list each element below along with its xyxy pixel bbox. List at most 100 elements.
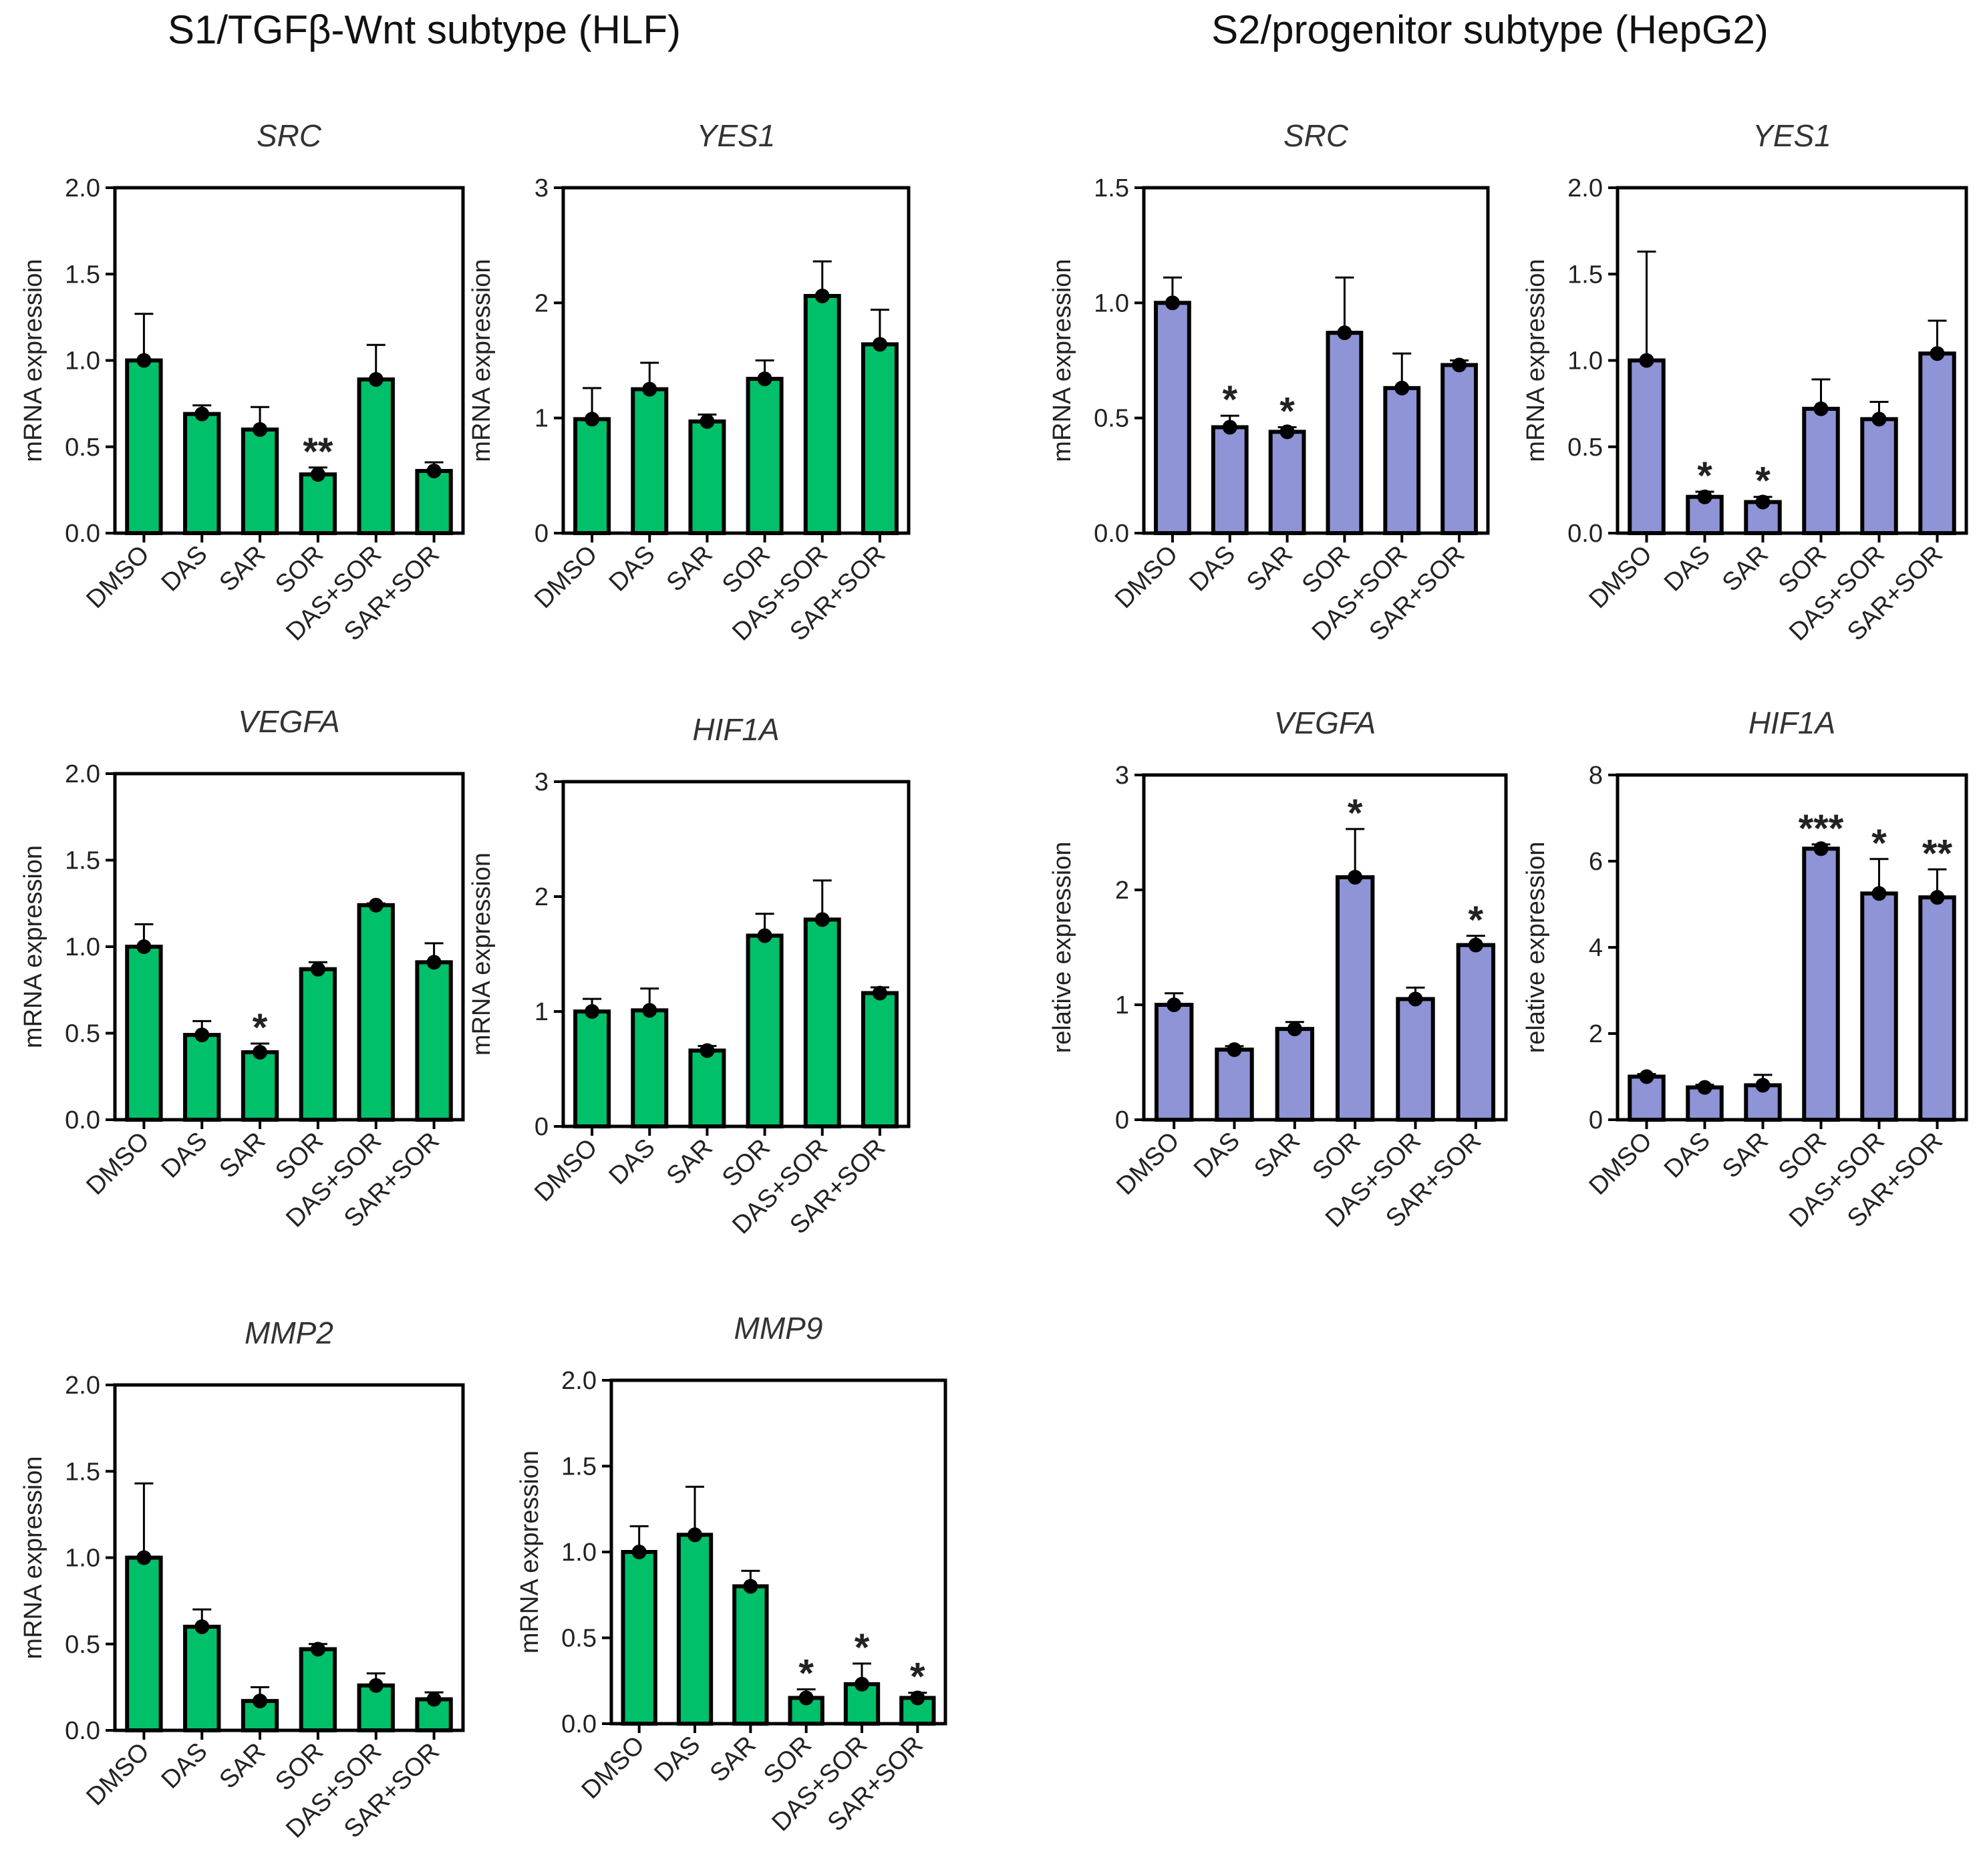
data-point <box>855 1676 869 1692</box>
plot-frame <box>561 780 911 1128</box>
x-tick-label: SAR <box>1717 1127 1774 1184</box>
data-point <box>368 371 384 387</box>
y-axis-label: mRNA expression <box>19 1456 47 1659</box>
y-tick-label: 0.5 <box>65 1020 100 1048</box>
data-point <box>872 337 887 352</box>
y-tick-label: 1.5 <box>65 1458 100 1486</box>
bar-dmso <box>621 1550 657 1726</box>
y-tick-label: 0.5 <box>65 1631 100 1659</box>
bar-das <box>183 1033 221 1122</box>
bar-sor <box>299 967 337 1122</box>
data-point <box>1871 886 1887 901</box>
y-tick-label: 1.0 <box>1567 347 1603 375</box>
y-tick-label: 2 <box>1115 877 1129 905</box>
y-tick-label: 0.5 <box>65 434 100 462</box>
chart-title: YES1 <box>697 118 776 153</box>
y-tick-label: 0.0 <box>1094 520 1129 548</box>
bar-sar <box>688 1048 726 1128</box>
bar-das-sor <box>1396 997 1435 1122</box>
chart-title: VEGFA <box>238 704 340 739</box>
chart-title: YES1 <box>1753 118 1831 153</box>
y-tick-label: 3 <box>1115 762 1129 790</box>
y-axis-label: mRNA expression <box>19 259 47 462</box>
plot-frame <box>609 1378 947 1726</box>
y-tick-label: 2.0 <box>1567 174 1603 202</box>
y-tick-label: 0.0 <box>1567 520 1603 548</box>
bar-das-sor <box>357 1683 395 1733</box>
data-point <box>642 1003 657 1018</box>
data-point <box>1639 353 1654 368</box>
data-point <box>585 1004 600 1019</box>
bar-dmso <box>1154 301 1191 535</box>
bar-das <box>676 1533 714 1726</box>
y-tick-label: 4 <box>1589 934 1603 962</box>
data-point <box>1227 1042 1242 1058</box>
bar-sar-sor <box>1918 351 1956 535</box>
y-tick-label: 2.0 <box>65 174 100 202</box>
data-point <box>814 288 830 303</box>
data-point <box>253 1694 268 1709</box>
data-point <box>798 1690 814 1706</box>
bar-das-sor <box>803 293 841 535</box>
data-point <box>814 912 830 927</box>
x-tick-label: SAR <box>214 1738 271 1794</box>
bar-das-sor <box>1860 417 1898 536</box>
data-point <box>700 1043 715 1058</box>
y-tick-label: 0 <box>1589 1106 1603 1134</box>
bar-dmso <box>125 358 163 535</box>
x-tick-label: DAS <box>1659 1127 1716 1184</box>
y-axis-label: mRNA expression <box>468 852 496 1056</box>
data-point <box>136 939 152 954</box>
bar-dmso <box>125 1555 163 1732</box>
data-point <box>194 1619 210 1634</box>
bar-sar <box>241 427 279 536</box>
data-point <box>1348 870 1363 885</box>
bar-das-sor <box>357 903 395 1122</box>
group-title-hlf: S1/TGFβ-Wnt subtype (HLF) <box>168 7 681 52</box>
significance-marker: * <box>1755 460 1771 503</box>
x-tick-label: DMSO <box>1110 540 1183 614</box>
significance-marker: * <box>910 1656 925 1699</box>
bar-sar-sor <box>861 342 899 536</box>
x-tick-label: SAR <box>1717 540 1774 597</box>
y-tick-label: 1.0 <box>65 933 100 961</box>
y-tick-label: 1.5 <box>65 261 100 289</box>
y-tick-label: 2.0 <box>561 1367 597 1395</box>
group-title-hepg2: S2/progenitor subtype (HepG2) <box>1211 7 1769 52</box>
bar-sar <box>732 1584 769 1726</box>
data-point <box>310 467 325 482</box>
y-axis-label: relative expression <box>1522 842 1550 1054</box>
bar-sar-sor <box>1440 363 1478 535</box>
plot-frame <box>113 186 465 535</box>
y-tick-label: 0 <box>535 520 549 548</box>
bar-sor <box>1802 406 1840 535</box>
data-point <box>1930 890 1945 905</box>
bar-sor <box>1326 331 1364 535</box>
significance-marker: * <box>798 1652 814 1696</box>
y-tick-label: 0.5 <box>1094 405 1129 433</box>
bar-sar-sor <box>1918 895 1956 1122</box>
significance-marker: ** <box>1922 832 1953 875</box>
data-point <box>700 414 715 429</box>
data-point <box>1755 1078 1771 1093</box>
plot-frame <box>561 186 911 535</box>
x-tick-label: DAS <box>156 1738 213 1794</box>
bar-sar-sor <box>415 468 453 535</box>
y-tick-label: 1 <box>1115 991 1129 1020</box>
data-point <box>1697 489 1712 504</box>
data-point <box>1697 1080 1712 1095</box>
significance-marker: * <box>1469 899 1484 942</box>
bar-sar-sor <box>861 991 899 1128</box>
data-point <box>1287 1022 1302 1037</box>
y-tick-label: 1 <box>535 405 549 433</box>
data-point <box>136 353 152 368</box>
significance-marker: * <box>1697 454 1712 498</box>
